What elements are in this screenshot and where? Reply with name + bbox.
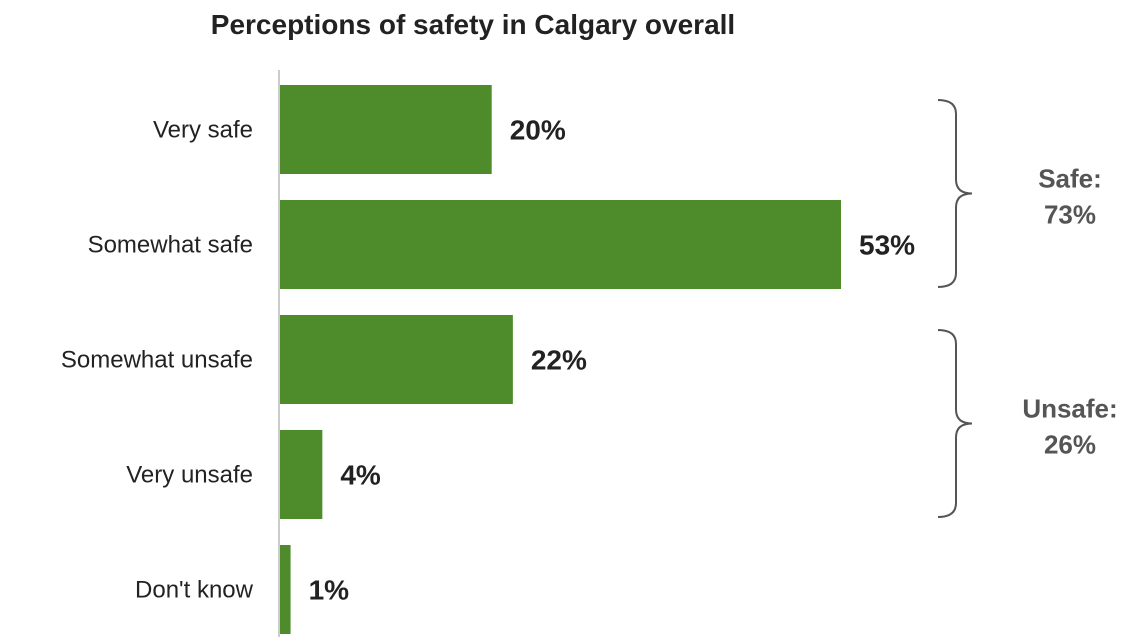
bracket-unsafe — [937, 329, 973, 518]
bars-group: Very safe 20% Somewhat safe 53% Somewhat uns… — [61, 85, 915, 634]
bar-very-safe — [280, 85, 492, 174]
category-label-very-unsafe: Very unsafe — [126, 462, 253, 489]
group-brackets: Safe: 73% Unsafe: 26% — [937, 99, 1118, 518]
bar-very-unsafe — [280, 430, 323, 519]
bar-don-t-know — [280, 545, 291, 634]
value-label-don-t-know: 1% — [309, 575, 350, 606]
category-label-very-safe: Very safe — [153, 117, 253, 144]
group-label-unsafe-title: Unsafe: — [1022, 394, 1117, 424]
category-label-somewhat-unsafe: Somewhat unsafe — [61, 347, 253, 374]
bracket-safe — [937, 99, 973, 288]
value-label-very-safe: 20% — [510, 115, 566, 146]
bar-somewhat-safe — [280, 200, 841, 289]
value-label-very-unsafe: 4% — [340, 460, 381, 491]
category-label-don-t-know: Don't know — [135, 577, 254, 604]
group-label-safe-value: 73% — [1044, 200, 1096, 230]
bar-somewhat-unsafe — [280, 315, 513, 404]
value-label-somewhat-safe: 53% — [859, 230, 915, 261]
value-label-somewhat-unsafe: 22% — [531, 345, 587, 376]
group-label-unsafe-value: 26% — [1044, 430, 1096, 460]
chart-title: Perceptions of safety in Calgary overall — [211, 9, 735, 40]
group-label-safe-title: Safe: — [1038, 164, 1102, 194]
category-label-somewhat-safe: Somewhat safe — [88, 232, 253, 259]
